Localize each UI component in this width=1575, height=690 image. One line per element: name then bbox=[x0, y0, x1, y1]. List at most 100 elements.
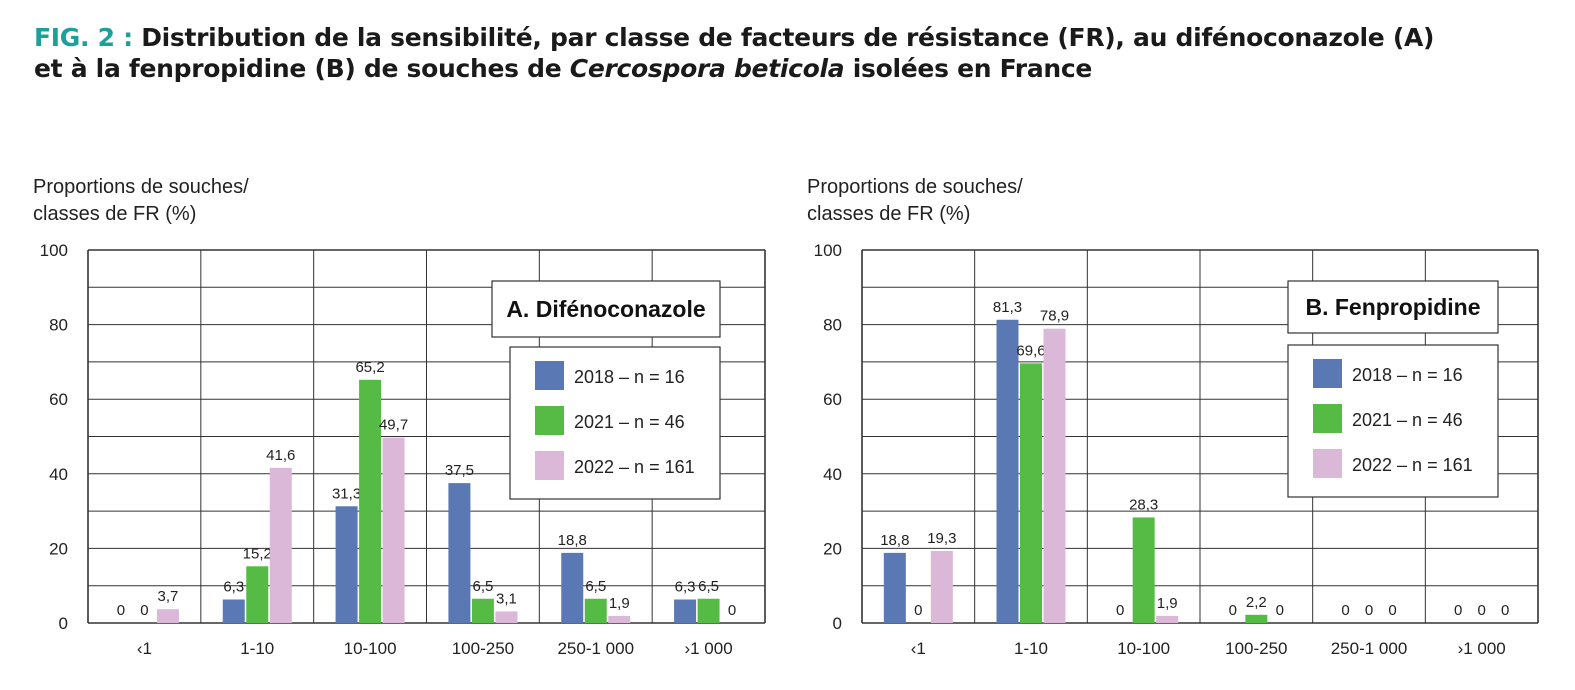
data-label-2018: 0 bbox=[1341, 602, 1349, 619]
data-label-2021: 6,5 bbox=[585, 578, 606, 595]
bar-2022 bbox=[930, 551, 953, 623]
legend-swatch-2022 bbox=[535, 451, 564, 480]
legend-label-2018: 2018 – n = 16 bbox=[1352, 365, 1463, 385]
data-label-2021: 0 bbox=[1477, 602, 1485, 619]
data-label-2022: 0 bbox=[1501, 602, 1509, 619]
x-tick-label: 10-100 bbox=[344, 639, 397, 658]
data-label-2022: 0 bbox=[1276, 602, 1284, 619]
data-label-2021: 6,5 bbox=[472, 578, 493, 595]
data-label-2018: 18,8 bbox=[558, 532, 587, 549]
data-label-2021: 0 bbox=[140, 602, 148, 619]
x-tick-label: 250-1 000 bbox=[557, 639, 634, 658]
legend-label-2021: 2021 – n = 46 bbox=[574, 412, 685, 432]
x-tick-label: 10-100 bbox=[1117, 639, 1170, 658]
legend-swatch-2018 bbox=[1313, 359, 1342, 388]
data-label-2022: 19,3 bbox=[927, 530, 956, 547]
figure-title-part2: et à la fenpropidine (B) de souches de bbox=[34, 54, 562, 83]
panel-label: B. Fenpropidine bbox=[1305, 294, 1480, 320]
y-axis-label-line: classes de FR (%) bbox=[33, 203, 196, 225]
bar-2021 bbox=[1132, 517, 1155, 623]
data-label-2021: 15,2 bbox=[243, 545, 272, 562]
bar-2021 bbox=[697, 598, 720, 623]
bar-2018 bbox=[561, 552, 584, 623]
data-label-2022: 3,7 bbox=[157, 588, 178, 605]
panel-label-box bbox=[1287, 280, 1499, 334]
bar-2018 bbox=[222, 599, 245, 623]
data-label-2018: 81,3 bbox=[993, 299, 1022, 316]
y-axis-label-line: classes de FR (%) bbox=[807, 203, 970, 225]
chart-panel-b: Proportions de souches/classes de FR (%)… bbox=[807, 176, 1539, 658]
y-tick-label: 40 bbox=[823, 465, 842, 484]
data-label-2018: 6,3 bbox=[223, 579, 244, 596]
x-tick-label: ›1 000 bbox=[1458, 639, 1506, 658]
y-tick-label: 40 bbox=[49, 465, 68, 484]
bar-2021 bbox=[1245, 614, 1268, 623]
bar-2018 bbox=[996, 319, 1019, 623]
data-label-2021: 0 bbox=[1365, 602, 1373, 619]
legend-swatch-2018 bbox=[535, 361, 564, 390]
bar-2021 bbox=[1020, 363, 1042, 623]
data-label-2021: 6,5 bbox=[698, 578, 719, 595]
y-tick-label: 100 bbox=[814, 241, 842, 260]
x-tick-label: 1-10 bbox=[240, 639, 274, 658]
bar-2022 bbox=[156, 609, 179, 623]
data-label-2022: 41,6 bbox=[266, 447, 295, 464]
data-label-2022: 0 bbox=[728, 602, 736, 619]
bar-2022 bbox=[382, 437, 405, 623]
x-tick-label: ›1 000 bbox=[684, 639, 732, 658]
data-label-2018: 37,5 bbox=[445, 462, 474, 479]
legend-label-2022: 2022 – n = 161 bbox=[574, 457, 695, 477]
bar-2018 bbox=[335, 506, 358, 623]
bar-2022 bbox=[495, 611, 518, 623]
data-label-2018: 18,8 bbox=[880, 532, 909, 549]
data-label-2018: 31,3 bbox=[332, 485, 361, 502]
x-tick-label: 1-10 bbox=[1014, 639, 1048, 658]
y-tick-label: 80 bbox=[49, 316, 68, 335]
x-tick-label: ‹1 bbox=[911, 639, 926, 658]
y-tick-label: 20 bbox=[49, 539, 68, 558]
figure-title: FIG. 2 : Distribution de la sensibilité,… bbox=[34, 22, 1534, 84]
y-axis-label-line: Proportions de souches/ bbox=[807, 176, 1023, 198]
legend-label-2018: 2018 – n = 16 bbox=[574, 367, 685, 387]
bar-2021 bbox=[246, 566, 269, 623]
bar-2022 bbox=[608, 615, 631, 623]
y-tick-label: 60 bbox=[49, 390, 68, 409]
y-tick-label: 0 bbox=[59, 614, 68, 633]
bar-2022 bbox=[269, 467, 292, 623]
y-tick-label: 60 bbox=[823, 390, 842, 409]
x-tick-label: ‹1 bbox=[137, 639, 152, 658]
data-label-2018: 6,3 bbox=[675, 579, 696, 596]
legend-label-2022: 2022 – n = 161 bbox=[1352, 455, 1473, 475]
bar-2021 bbox=[471, 598, 494, 623]
data-label-2021: 69,6 bbox=[1016, 342, 1045, 359]
panel-label: A. Difénoconazole bbox=[506, 296, 705, 322]
bar-2021 bbox=[584, 598, 607, 623]
data-label-2018: 0 bbox=[117, 602, 125, 619]
chart-panel-a: Proportions de souches/classes de FR (%)… bbox=[33, 176, 766, 658]
data-label-2021: 2,2 bbox=[1246, 594, 1267, 611]
data-label-2022: 1,9 bbox=[609, 595, 630, 612]
data-label-2022: 78,9 bbox=[1040, 308, 1069, 325]
legend-swatch-2021 bbox=[535, 406, 564, 435]
legend-swatch-2021 bbox=[1313, 404, 1342, 433]
bar-2021 bbox=[359, 379, 382, 623]
x-tick-label: 100-250 bbox=[452, 639, 514, 658]
data-label-2022: 49,7 bbox=[379, 417, 408, 434]
legend-swatch-2022 bbox=[1313, 449, 1342, 478]
y-tick-label: 20 bbox=[823, 539, 842, 558]
data-label-2021: 65,2 bbox=[355, 359, 384, 376]
figure-label: FIG. 2 : bbox=[34, 23, 133, 52]
bar-2018 bbox=[448, 483, 471, 623]
data-label-2022: 3,1 bbox=[496, 590, 517, 607]
data-label-2022: 1,9 bbox=[1157, 595, 1178, 612]
data-label-2021: 0 bbox=[914, 602, 922, 619]
bar-2022 bbox=[1043, 328, 1066, 623]
bar-2022 bbox=[1156, 615, 1179, 623]
panel-label-box bbox=[491, 280, 721, 338]
y-tick-label: 100 bbox=[40, 241, 68, 260]
figure-title-part1: Distribution de la sensibilité, par clas… bbox=[141, 23, 1435, 52]
bar-2018 bbox=[883, 552, 906, 623]
y-axis-label-line: Proportions de souches/ bbox=[33, 176, 249, 198]
figure-title-part3: isolées en France bbox=[852, 54, 1093, 83]
